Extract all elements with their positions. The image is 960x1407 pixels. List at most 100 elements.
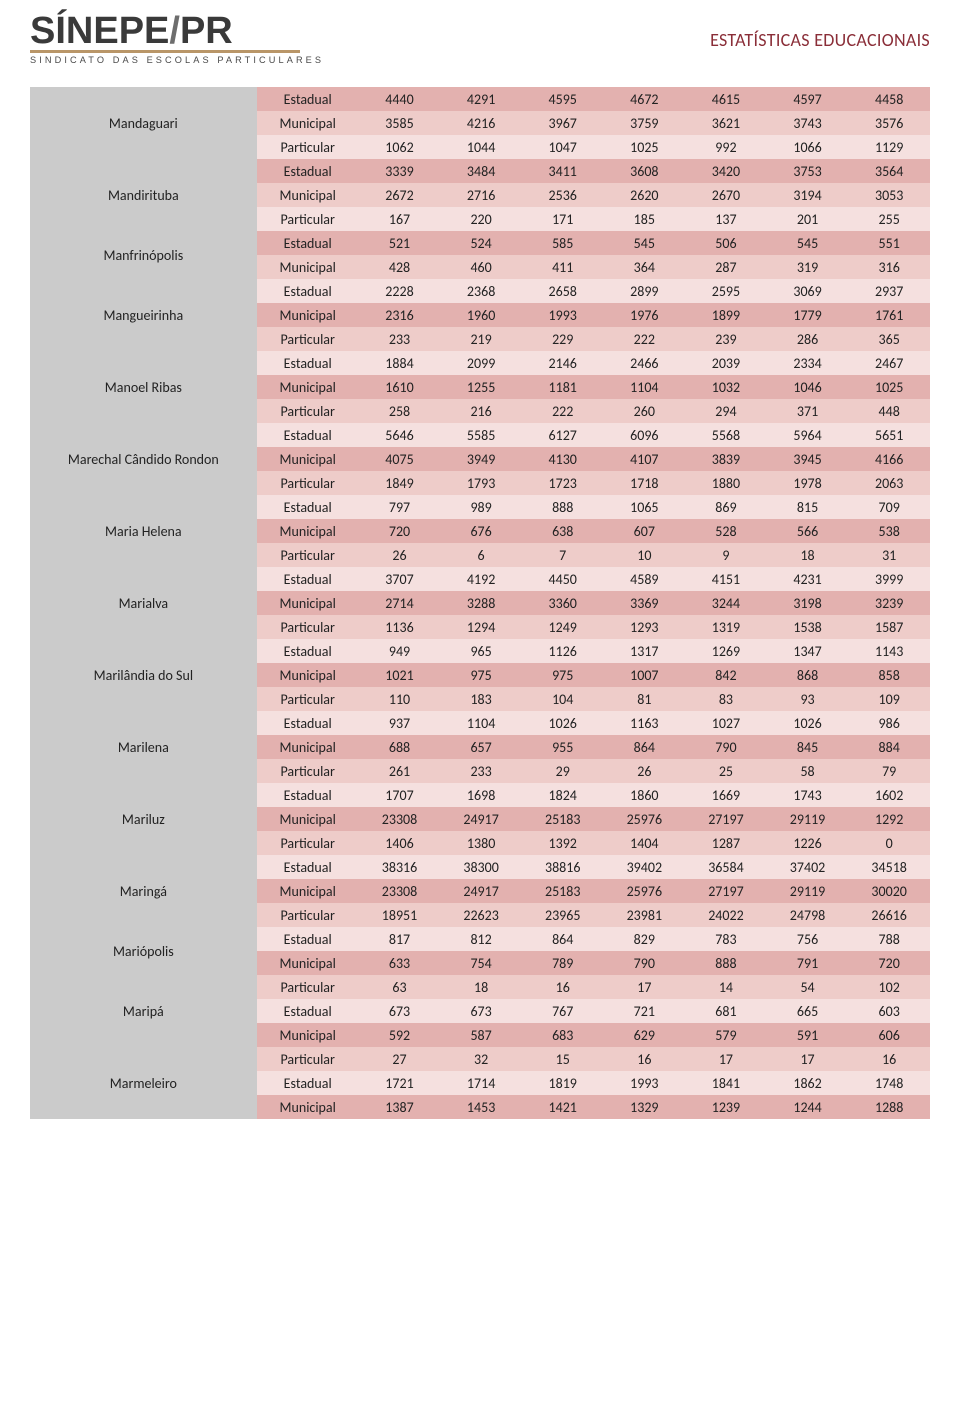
value-cell: 4231 <box>767 567 849 591</box>
value-cell: 239 <box>685 327 767 351</box>
value-cell: 566 <box>767 519 849 543</box>
table-row: MaripáParticular631816171454102 <box>30 975 930 999</box>
value-cell: 9 <box>685 543 767 567</box>
value-cell: 1387 <box>359 1095 441 1119</box>
value-cell: 790 <box>604 951 686 975</box>
value-cell: 1226 <box>767 831 849 855</box>
table-row: ManfrinópolisEstadual5215245855455065455… <box>30 231 930 255</box>
value-cell: 17 <box>685 1047 767 1071</box>
value-cell: 3999 <box>848 567 930 591</box>
value-cell: 4192 <box>440 567 522 591</box>
value-cell: 201 <box>767 207 849 231</box>
type-cell: Estadual <box>257 351 359 375</box>
table-row: Manoel RibasEstadual18842099214624662039… <box>30 351 930 375</box>
value-cell: 38300 <box>440 855 522 879</box>
value-cell: 183 <box>440 687 522 711</box>
value-cell: 26 <box>359 543 441 567</box>
value-cell: 1317 <box>604 639 686 663</box>
value-cell: 864 <box>604 735 686 759</box>
logo-text-sep: / <box>169 10 180 52</box>
value-cell: 767 <box>522 999 604 1023</box>
city-cell: Marmeleiro <box>30 1047 257 1119</box>
value-cell: 24917 <box>440 879 522 903</box>
value-cell: 3621 <box>685 111 767 135</box>
value-cell: 888 <box>522 495 604 519</box>
value-cell: 24022 <box>685 903 767 927</box>
value-cell: 233 <box>359 327 441 351</box>
type-cell: Particular <box>257 471 359 495</box>
value-cell: 633 <box>359 951 441 975</box>
value-cell: 579 <box>685 1023 767 1047</box>
value-cell: 25 <box>685 759 767 783</box>
value-cell: 4130 <box>522 447 604 471</box>
type-cell: Estadual <box>257 927 359 951</box>
value-cell: 4440 <box>359 87 441 111</box>
value-cell: 1960 <box>440 303 522 327</box>
value-cell: 4291 <box>440 87 522 111</box>
value-cell: 2714 <box>359 591 441 615</box>
value-cell: 110 <box>359 687 441 711</box>
value-cell: 25183 <box>522 807 604 831</box>
value-cell: 3288 <box>440 591 522 615</box>
value-cell: 1723 <box>522 471 604 495</box>
value-cell: 538 <box>848 519 930 543</box>
value-cell: 4672 <box>604 87 686 111</box>
value-cell: 63 <box>359 975 441 999</box>
value-cell: 185 <box>604 207 686 231</box>
table-row: MandaguariEstadual4440429145954672461545… <box>30 87 930 111</box>
value-cell: 2467 <box>848 351 930 375</box>
table-row: Maria HelenaEstadual79798988810658698157… <box>30 495 930 519</box>
type-cell: Estadual <box>257 159 359 183</box>
value-cell: 607 <box>604 519 686 543</box>
value-cell: 31 <box>848 543 930 567</box>
value-cell: 1453 <box>440 1095 522 1119</box>
type-cell: Estadual <box>257 855 359 879</box>
value-cell: 524 <box>440 231 522 255</box>
value-cell: 1249 <box>522 615 604 639</box>
value-cell: 1698 <box>440 783 522 807</box>
value-cell: 2716 <box>440 183 522 207</box>
value-cell: 23308 <box>359 879 441 903</box>
value-cell: 587 <box>440 1023 522 1047</box>
city-cell: Mariluz <box>30 783 257 855</box>
value-cell: 3360 <box>522 591 604 615</box>
value-cell: 1044 <box>440 135 522 159</box>
value-cell: 23308 <box>359 807 441 831</box>
value-cell: 986 <box>848 711 930 735</box>
value-cell: 864 <box>522 927 604 951</box>
value-cell: 93 <box>767 687 849 711</box>
city-cell: Marilena <box>30 711 257 783</box>
table-row: MariópolisEstadual817812864829783756788 <box>30 927 930 951</box>
value-cell: 975 <box>522 663 604 687</box>
value-cell: 1129 <box>848 135 930 159</box>
type-cell: Municipal <box>257 735 359 759</box>
type-cell: Municipal <box>257 591 359 615</box>
value-cell: 17 <box>767 1047 849 1071</box>
value-cell: 3839 <box>685 447 767 471</box>
value-cell: 29 <box>522 759 604 783</box>
value-cell: 16 <box>522 975 604 999</box>
value-cell: 25183 <box>522 879 604 903</box>
value-cell: 1538 <box>767 615 849 639</box>
page-header: SÍNEPE/PR SINDICATO DAS ESCOLAS PARTICUL… <box>0 0 960 75</box>
value-cell: 37402 <box>767 855 849 879</box>
value-cell: 371 <box>767 399 849 423</box>
value-cell: 316 <box>848 255 930 279</box>
value-cell: 585 <box>522 231 604 255</box>
value-cell: 1707 <box>359 783 441 807</box>
value-cell: 506 <box>685 231 767 255</box>
table-row: MandiritubaEstadual333934843411360834203… <box>30 159 930 183</box>
value-cell: 1860 <box>604 783 686 807</box>
type-cell: Estadual <box>257 279 359 303</box>
value-cell: 2937 <box>848 279 930 303</box>
value-cell: 2595 <box>685 279 767 303</box>
value-cell: 16 <box>848 1047 930 1071</box>
value-cell: 842 <box>685 663 767 687</box>
city-cell: Mandirituba <box>30 159 257 231</box>
value-cell: 3420 <box>685 159 767 183</box>
type-cell: Municipal <box>257 111 359 135</box>
value-cell: 411 <box>522 255 604 279</box>
value-cell: 790 <box>685 735 767 759</box>
value-cell: 949 <box>359 639 441 663</box>
value-cell: 15 <box>522 1047 604 1071</box>
